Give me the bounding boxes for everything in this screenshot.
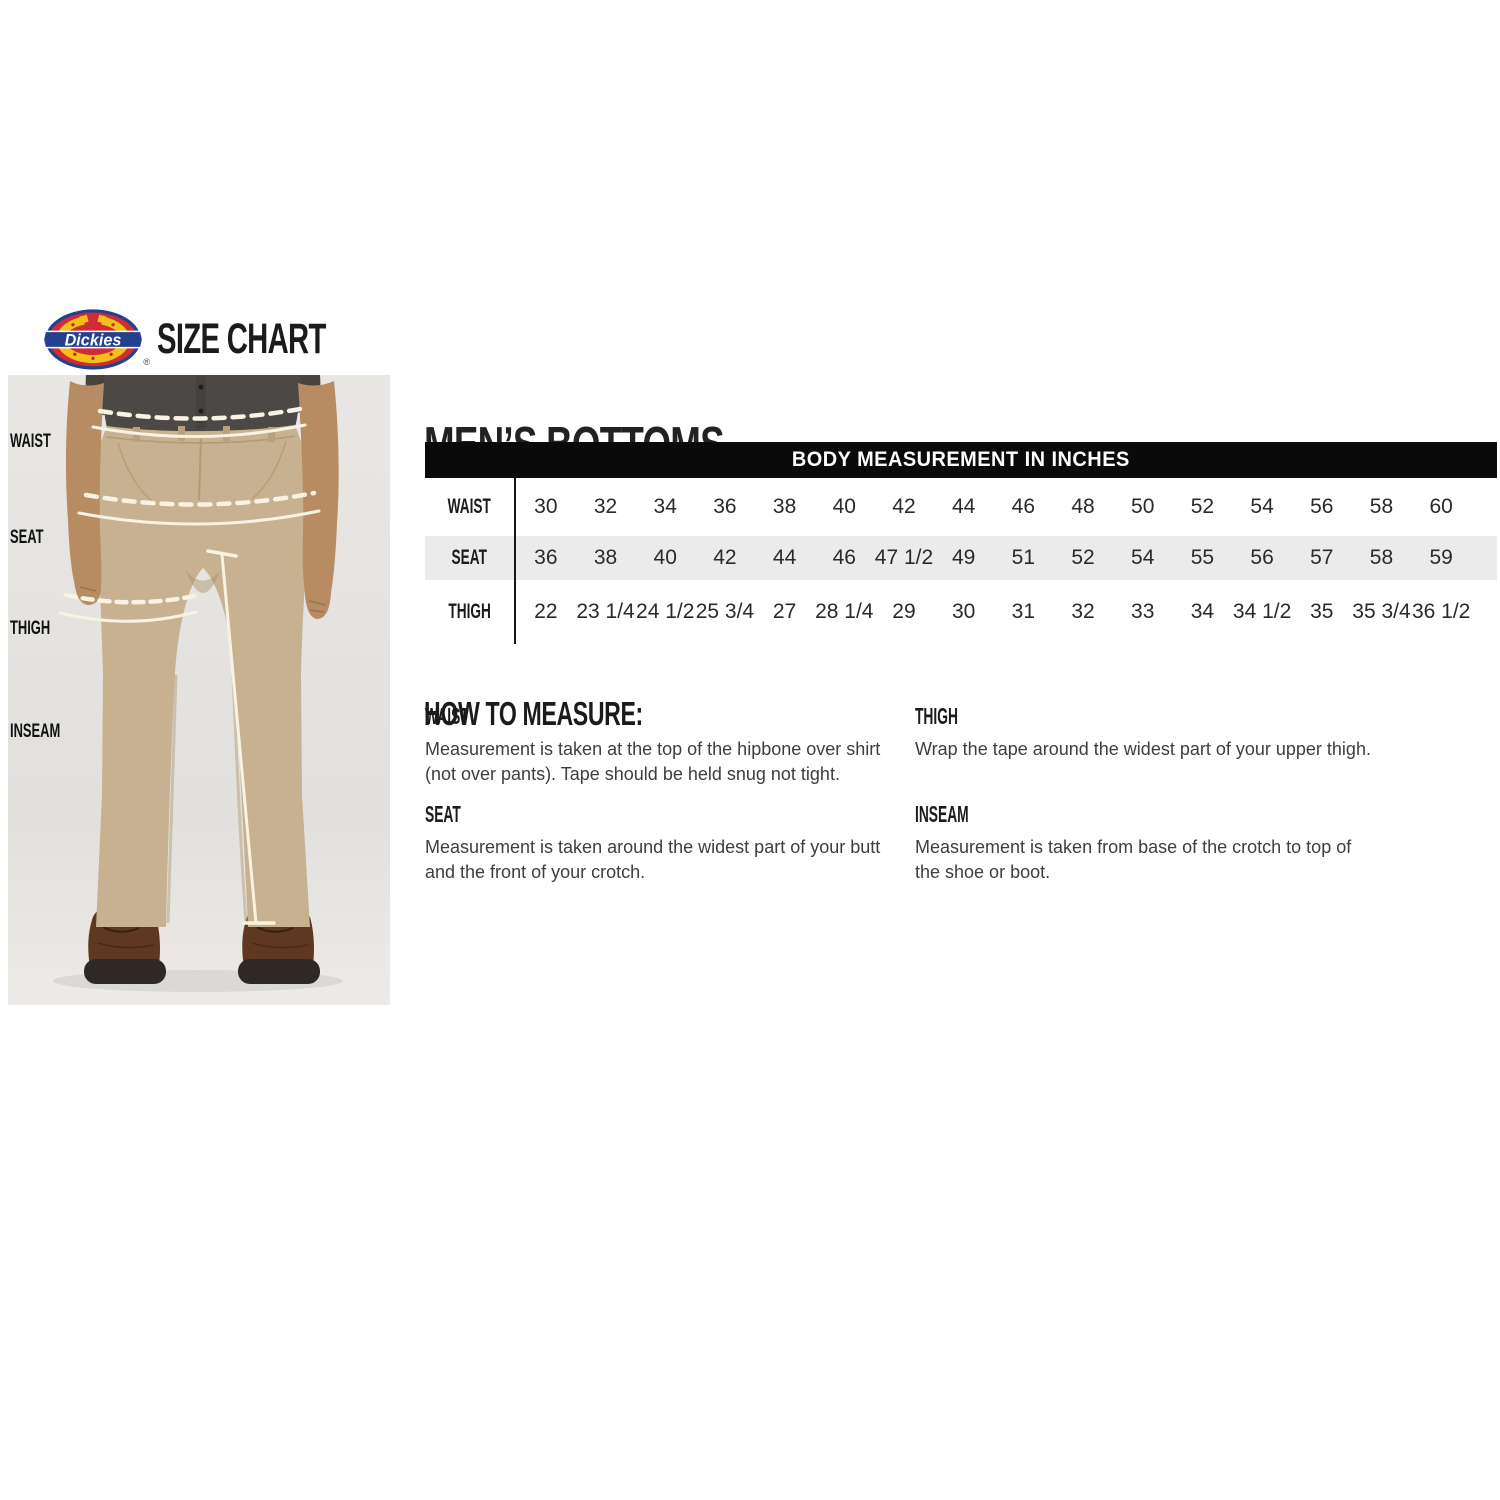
size-value: 42 [713, 546, 737, 569]
size-value: 48 [1071, 495, 1095, 518]
dickies-logo-icon: Dickies [43, 308, 143, 370]
khaki-pants [90, 425, 312, 927]
size-value: 34 [653, 495, 677, 518]
size-value: 34 1/2 [1232, 600, 1292, 623]
size-value: 38 [772, 495, 797, 518]
row-values-seat: 36 38 40 42 44 46 47 1/2 49 51 52 54 55 56 57 58 59 [516, 546, 1497, 570]
row-label-thigh: THIGH [425, 580, 516, 644]
measure-instructions: WAIST Measurement is taken at the top of… [425, 703, 1485, 885]
size-value: 36 1/2 [1411, 600, 1471, 623]
row-values-thigh: 22 23 1/4 24 1/2 25 3/4 27 28 1/4 29 30 31 32 33 34… [516, 600, 1497, 624]
row-label-waist: WAIST [425, 478, 516, 536]
thigh-measure-line [58, 592, 198, 623]
table-header-label: BODY MEASUREMENT IN INCHES [792, 448, 1130, 471]
measure-desc-inseam: Measurement is taken from base of the cr… [915, 837, 1352, 882]
size-value: 44 [772, 546, 797, 569]
registered-trademark: ® [143, 356, 150, 367]
shirt [85, 375, 321, 434]
measure-item-seat: SEAT Measurement is taken around the wid… [425, 801, 915, 885]
size-value: 36 [713, 495, 737, 518]
measure-desc-seat: Measurement is taken around the widest p… [425, 837, 881, 882]
size-value: 35 [1310, 600, 1334, 623]
size-value: 49 [951, 546, 976, 569]
size-value: 52 [1190, 495, 1215, 518]
size-value: 42 [892, 495, 916, 518]
size-value: 38 [593, 546, 618, 569]
measure-term-waist: WAIST [425, 703, 469, 729]
size-value: 44 [951, 495, 976, 518]
size-value: 54 [1131, 546, 1155, 569]
size-value: 27 [772, 600, 797, 623]
size-value: 23 1/4 [576, 600, 635, 623]
measure-item-inseam: INSEAM Measurement is taken from base of… [915, 801, 1485, 885]
page-title: SIZE CHART [157, 314, 326, 363]
size-value: 28 1/4 [815, 600, 874, 623]
size-value: 32 [593, 495, 618, 518]
measure-item-waist: WAIST Measurement is taken at the top of… [425, 703, 915, 787]
size-value: 30 [534, 495, 558, 518]
measure-desc-waist: Measurement is taken at the top of the h… [425, 739, 881, 784]
measure-desc-thigh: Wrap the tape around the widest part of … [915, 739, 1371, 759]
seat-measure-line [77, 490, 321, 526]
how-to-measure-title: HOW TO MEASURE: [424, 695, 643, 732]
size-table: WAIST 30 32 34 36 38 40 42 44 46 48 50 52 54 56 58 60 S… [425, 478, 1497, 644]
figure-label-inseam: INSEAM [10, 721, 61, 742]
row-label-seat: SEAT [425, 536, 516, 580]
size-value: 57 [1310, 546, 1334, 569]
fit-model-photo: WAIST SEAT THIGH INSEAM [8, 375, 390, 1005]
size-value: 52 [1071, 546, 1095, 569]
figure-label-thigh: THIGH [10, 618, 51, 639]
size-value: 29 [892, 600, 916, 623]
size-value: 58 [1369, 546, 1394, 569]
size-value: 24 1/2 [636, 600, 695, 623]
waist-measure-line [91, 406, 307, 439]
size-value: 55 [1190, 546, 1215, 569]
model-illustration [8, 375, 390, 1005]
table-row-waist: WAIST 30 32 34 36 38 40 42 44 46 48 50 52 54 56 58 60 [425, 478, 1497, 536]
size-value: 40 [832, 495, 856, 518]
size-value: 56 [1310, 495, 1334, 518]
dickies-logo: Dickies ® [43, 308, 150, 371]
table-row-thigh: THIGH 22 23 1/4 24 1/2 25 3/4 27 28 1/4 29 30 31… [425, 580, 1497, 644]
table-header-bar: BODY MEASUREMENT IN INCHES [425, 442, 1497, 478]
row-values-waist: 30 32 34 36 38 40 42 44 46 48 50 52 54 56 58 60 [516, 495, 1497, 519]
size-value: 56 [1250, 546, 1274, 569]
size-value: 31 [1011, 600, 1036, 623]
figure-label-waist: WAIST [10, 431, 51, 452]
measure-term-thigh: THIGH [915, 703, 958, 729]
brand-header: Dickies ® SIZE CHART [43, 307, 405, 371]
size-value: 33 [1131, 600, 1155, 623]
logo-wordmark: Dickies [65, 331, 122, 349]
arms [65, 381, 339, 619]
measure-term-inseam: INSEAM [915, 801, 969, 827]
size-value: 40 [653, 546, 677, 569]
measure-term-seat: SEAT [425, 801, 461, 827]
size-value: 46 [1011, 495, 1036, 518]
size-value: 35 3/4 [1352, 600, 1411, 623]
size-value: 22 [534, 600, 558, 623]
size-value: 32 [1071, 600, 1095, 623]
size-value: 34 [1190, 600, 1215, 623]
size-value: 46 [832, 546, 856, 569]
figure-label-seat: SEAT [10, 527, 44, 548]
size-value: 36 [534, 546, 558, 569]
table-row-seat: SEAT 36 38 40 42 44 46 47 1/2 49 51 52 54 55 56 57 58 5… [425, 536, 1497, 580]
size-value: 51 [1011, 546, 1036, 569]
measure-item-thigh: THIGH Wrap the tape around the widest pa… [915, 703, 1485, 787]
size-value: 50 [1131, 495, 1155, 518]
size-value: 47 1/2 [874, 546, 934, 569]
inseam-measure-line [206, 549, 276, 925]
size-value: 30 [951, 600, 976, 623]
size-value: 58 [1369, 495, 1394, 518]
size-value: 59 [1429, 546, 1453, 569]
size-value: 60 [1429, 495, 1453, 518]
size-value: 54 [1250, 495, 1274, 518]
size-value: 25 3/4 [695, 600, 755, 623]
